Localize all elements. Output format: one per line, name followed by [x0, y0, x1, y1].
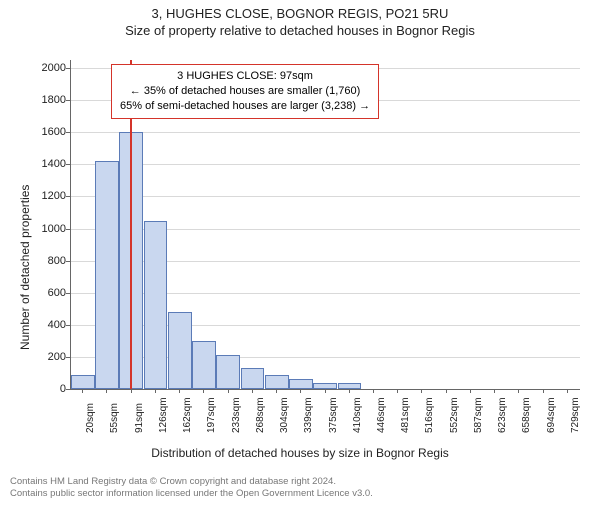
- y-tick-mark: [66, 261, 70, 262]
- x-tick-label: 410sqm: [352, 397, 363, 433]
- x-tick-label: 694sqm: [546, 397, 557, 433]
- x-tick-mark: [179, 389, 180, 393]
- y-tick-mark: [66, 293, 70, 294]
- footer-line2: Contains public sector information licen…: [10, 488, 373, 500]
- histogram-bar: [289, 379, 313, 389]
- y-tick-label: 600: [32, 287, 66, 299]
- page-subtitle: Size of property relative to detached ho…: [0, 23, 600, 38]
- y-tick-mark: [66, 325, 70, 326]
- y-tick-mark: [66, 68, 70, 69]
- histogram-bar: [265, 375, 289, 389]
- y-tick-mark: [66, 100, 70, 101]
- y-tick-label: 1200: [32, 190, 66, 202]
- x-tick-mark: [276, 389, 277, 393]
- x-tick-mark: [494, 389, 495, 393]
- y-tick-mark: [66, 164, 70, 165]
- x-tick-label: 481sqm: [400, 397, 411, 433]
- x-tick-mark: [300, 389, 301, 393]
- histogram-bar: [71, 375, 95, 389]
- x-tick-mark: [82, 389, 83, 393]
- x-tick-label: 339sqm: [303, 397, 314, 433]
- histogram-bar: [144, 221, 168, 390]
- x-tick-mark: [397, 389, 398, 393]
- y-tick-label: 1800: [32, 94, 66, 106]
- annotation-line3: 65% of semi-detached houses are larger (…: [120, 99, 370, 114]
- x-tick-mark: [325, 389, 326, 393]
- y-tick-mark: [66, 389, 70, 390]
- x-tick-mark: [373, 389, 374, 393]
- annotation-box: 3 HUGHES CLOSE: 97sqm ← 35% of detached …: [111, 64, 379, 119]
- x-tick-mark: [131, 389, 132, 393]
- x-tick-label: 197sqm: [206, 397, 217, 433]
- y-tick-mark: [66, 196, 70, 197]
- annotation-line1: 3 HUGHES CLOSE: 97sqm: [120, 69, 370, 84]
- gridline: [71, 196, 580, 197]
- x-tick-label: 126sqm: [158, 397, 169, 433]
- y-tick-mark: [66, 132, 70, 133]
- x-tick-label: 162sqm: [182, 397, 193, 433]
- histogram-bar: [192, 341, 216, 389]
- page-title: 3, HUGHES CLOSE, BOGNOR REGIS, PO21 5RU: [0, 6, 600, 21]
- footer-attribution: Contains HM Land Registry data © Crown c…: [10, 476, 373, 500]
- y-tick-label: 800: [32, 255, 66, 267]
- x-tick-label: 268sqm: [255, 397, 266, 433]
- gridline: [71, 164, 580, 165]
- y-tick-label: 0: [32, 383, 66, 395]
- histogram-bar: [168, 312, 192, 389]
- x-tick-label: 658sqm: [521, 397, 532, 433]
- y-tick-label: 400: [32, 319, 66, 331]
- x-tick-label: 552sqm: [449, 397, 460, 433]
- x-tick-mark: [349, 389, 350, 393]
- x-tick-label: 233sqm: [231, 397, 242, 433]
- x-tick-label: 375sqm: [328, 397, 339, 433]
- x-tick-label: 587sqm: [473, 397, 484, 433]
- y-tick-label: 1400: [32, 158, 66, 170]
- histogram-bar: [216, 355, 240, 389]
- x-tick-mark: [106, 389, 107, 393]
- x-tick-mark: [470, 389, 471, 393]
- x-tick-label: 623sqm: [497, 397, 508, 433]
- x-tick-mark: [421, 389, 422, 393]
- x-tick-mark: [446, 389, 447, 393]
- y-tick-mark: [66, 229, 70, 230]
- histogram-bar: [95, 161, 119, 389]
- x-tick-mark: [228, 389, 229, 393]
- x-tick-label: 20sqm: [85, 403, 96, 433]
- gridline: [71, 132, 580, 133]
- footer-line1: Contains HM Land Registry data © Crown c…: [10, 476, 373, 488]
- x-tick-mark: [518, 389, 519, 393]
- plot-area: 3 HUGHES CLOSE: 97sqm ← 35% of detached …: [70, 60, 580, 390]
- y-axis-label: Number of detached properties: [18, 185, 32, 350]
- x-tick-mark: [543, 389, 544, 393]
- x-tick-label: 91sqm: [134, 403, 145, 433]
- y-tick-label: 200: [32, 351, 66, 363]
- x-tick-mark: [155, 389, 156, 393]
- x-tick-label: 55sqm: [109, 403, 120, 433]
- histogram-chart: Number of detached properties 3 HUGHES C…: [0, 50, 600, 460]
- y-tick-label: 1000: [32, 223, 66, 235]
- x-tick-label: 446sqm: [376, 397, 387, 433]
- y-tick-mark: [66, 357, 70, 358]
- x-tick-label: 729sqm: [570, 397, 581, 433]
- x-tick-mark: [252, 389, 253, 393]
- x-tick-mark: [567, 389, 568, 393]
- y-tick-label: 1600: [32, 126, 66, 138]
- x-tick-mark: [203, 389, 204, 393]
- histogram-bar: [241, 368, 265, 389]
- x-tick-label: 304sqm: [279, 397, 290, 433]
- y-tick-label: 2000: [32, 62, 66, 74]
- annotation-line2: ← 35% of detached houses are smaller (1,…: [120, 84, 370, 99]
- x-axis-label: Distribution of detached houses by size …: [0, 446, 600, 460]
- x-tick-label: 516sqm: [424, 397, 435, 433]
